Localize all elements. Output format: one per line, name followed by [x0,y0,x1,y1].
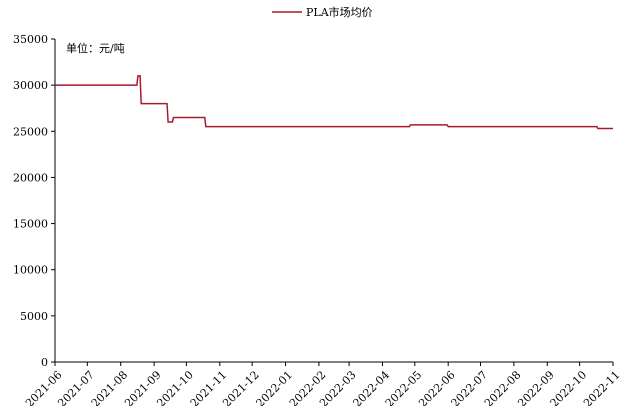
y-axis-ticks: 0 5000 10000 15000 20000 25000 30000 35000 [13,33,55,369]
y-tick-label: 25000 [13,125,48,138]
y-tick-label: 10000 [13,264,48,277]
y-tick-label: 30000 [13,79,48,92]
axes [54,39,613,363]
x-axis-ticks: 2021-062021-072021-082021-092021-102021-… [23,362,623,406]
y-tick-label: 15000 [13,218,48,231]
legend-label: PLA市场均价 [306,5,373,19]
y-tick-label: 35000 [13,33,48,46]
unit-label: 单位：元/吨 [66,41,125,55]
legend: PLA市场均价 [272,5,373,19]
x-tick-label: 2022-11 [581,368,623,406]
y-tick-label: 0 [41,356,48,369]
series-layer [55,75,613,130]
series-line-pla-price [55,75,613,130]
y-tick-label: 5000 [20,310,48,323]
y-tick-label: 20000 [13,171,48,184]
